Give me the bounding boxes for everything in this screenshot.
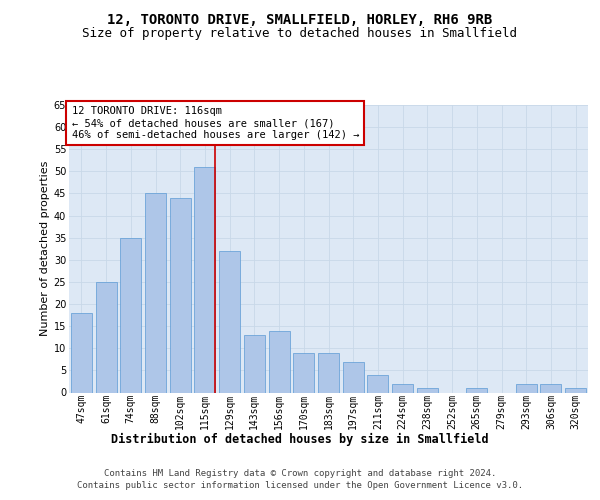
Bar — [194, 167, 215, 392]
Bar — [170, 198, 191, 392]
Bar — [318, 352, 339, 393]
Bar — [343, 362, 364, 392]
Bar — [120, 238, 141, 392]
Bar — [269, 330, 290, 392]
Y-axis label: Number of detached properties: Number of detached properties — [40, 161, 50, 336]
Bar — [516, 384, 537, 392]
Bar — [466, 388, 487, 392]
Text: Contains HM Land Registry data © Crown copyright and database right 2024.: Contains HM Land Registry data © Crown c… — [104, 469, 496, 478]
Text: 12, TORONTO DRIVE, SMALLFIELD, HORLEY, RH6 9RB: 12, TORONTO DRIVE, SMALLFIELD, HORLEY, R… — [107, 12, 493, 26]
Bar — [219, 251, 240, 392]
Bar — [565, 388, 586, 392]
Bar — [244, 335, 265, 392]
Text: Distribution of detached houses by size in Smallfield: Distribution of detached houses by size … — [111, 432, 489, 446]
Text: Size of property relative to detached houses in Smallfield: Size of property relative to detached ho… — [83, 28, 517, 40]
Bar — [95, 282, 116, 393]
Bar — [392, 384, 413, 392]
Bar — [71, 313, 92, 392]
Bar — [417, 388, 438, 392]
Bar — [541, 384, 562, 392]
Bar — [293, 352, 314, 393]
Text: 12 TORONTO DRIVE: 116sqm
← 54% of detached houses are smaller (167)
46% of semi-: 12 TORONTO DRIVE: 116sqm ← 54% of detach… — [71, 106, 359, 140]
Text: Contains public sector information licensed under the Open Government Licence v3: Contains public sector information licen… — [77, 481, 523, 490]
Bar — [367, 375, 388, 392]
Bar — [145, 194, 166, 392]
